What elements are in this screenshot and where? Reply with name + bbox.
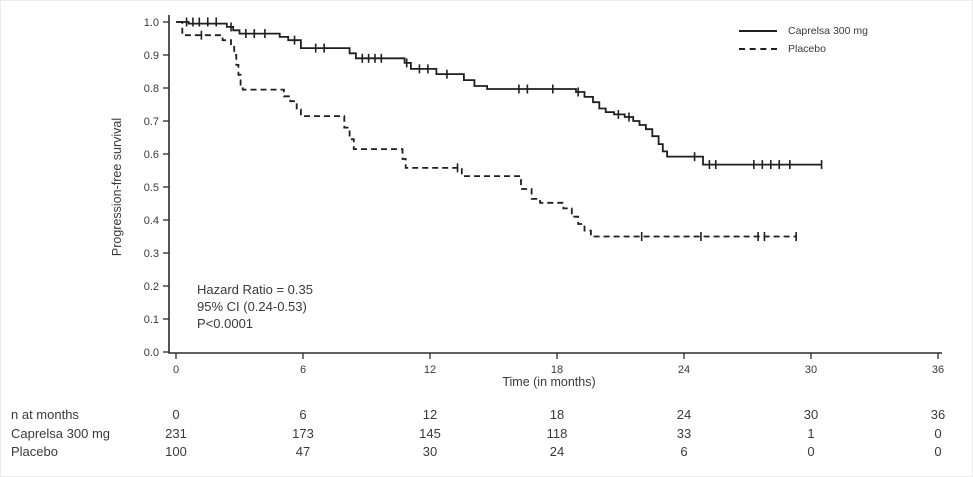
y-tick-label: 0.9 — [144, 50, 159, 62]
y-tick-label: 0.5 — [144, 182, 159, 194]
risk-value-caprelsa: 33 — [676, 426, 692, 441]
p-value-text: P<0.0001 — [197, 316, 254, 331]
risk-value-caprelsa: 231 — [165, 426, 187, 441]
risk-header-value: 12 — [422, 407, 438, 422]
legend-item-placebo: Placebo — [739, 40, 868, 58]
risk-value-caprelsa: 173 — [292, 426, 314, 441]
y-axis-title: Progression-free survival — [110, 117, 124, 257]
y-tick-label: 0.8 — [144, 83, 159, 95]
legend: Caprelsa 300 mg Placebo — [739, 22, 868, 58]
legend-item-caprelsa: Caprelsa 300 mg — [739, 22, 868, 40]
risk-value-placebo: 0 — [934, 444, 942, 459]
legend-label-placebo: Placebo — [788, 43, 826, 55]
curve-caprelsa-300-mg — [176, 21, 822, 166]
risk-header-value: 36 — [930, 407, 946, 422]
curve-placebo — [178, 21, 797, 238]
y-tick-label: 0.7 — [144, 116, 159, 128]
x-tick-label: 24 — [678, 364, 690, 376]
risk-header-value: 6 — [299, 407, 307, 422]
risk-value-placebo: 100 — [165, 444, 187, 459]
x-tick-label: 6 — [300, 364, 306, 376]
risk-header-value: 18 — [549, 407, 565, 422]
x-tick-label: 12 — [424, 364, 436, 376]
hazard-ratio-text: Hazard Ratio = 0.35 — [197, 282, 313, 297]
risk-table-header-label: n at months — [11, 407, 79, 422]
risk-value-caprelsa: 145 — [419, 426, 441, 441]
x-axis-title: Time (in months) — [502, 375, 596, 389]
risk-value-placebo: 6 — [680, 444, 688, 459]
y-tick-label: 0.6 — [144, 149, 159, 161]
risk-value-placebo: 30 — [422, 444, 438, 459]
x-tick-label: 36 — [932, 364, 944, 376]
risk-value-placebo: 47 — [295, 444, 311, 459]
km-plot-area: 0.0 0.1 0.2 0.3 0.4 0.5 0.6 0.7 0.8 0.9 1.0 0 6 12 18 2… — [144, 15, 944, 376]
y-tick-label: 1.0 — [144, 17, 159, 29]
y-tick-label: 0.1 — [144, 314, 159, 326]
risk-header-value: 0 — [172, 407, 180, 422]
confidence-interval-text: 95% CI (0.24-0.53) — [197, 299, 307, 314]
risk-header-value: 24 — [676, 407, 692, 422]
x-tick-label: 18 — [551, 364, 563, 376]
risk-value-caprelsa: 118 — [546, 426, 568, 441]
y-tick-label: 0.4 — [144, 215, 159, 227]
risk-value-placebo: 0 — [807, 444, 815, 459]
y-tick-label: 0.3 — [144, 248, 159, 260]
risk-value-caprelsa: 0 — [934, 426, 942, 441]
x-tick-label: 30 — [805, 364, 817, 376]
y-tick-label: 0.0 — [144, 347, 159, 359]
stats-annotation: Hazard Ratio = 0.35 95% CI (0.24-0.53) P… — [197, 281, 313, 332]
risk-header-value: 30 — [803, 407, 819, 422]
legend-label-caprelsa: Caprelsa 300 mg — [788, 25, 868, 37]
risk-row-label-placebo: Placebo — [11, 444, 58, 459]
risk-value-caprelsa: 1 — [807, 426, 815, 441]
y-tick-label: 0.2 — [144, 281, 159, 293]
x-tick-label: 0 — [173, 364, 179, 376]
risk-value-placebo: 24 — [549, 444, 565, 459]
dashed-line-swatch — [739, 48, 777, 50]
risk-row-label-caprelsa: Caprelsa 300 mg — [11, 426, 110, 441]
solid-line-swatch — [739, 30, 777, 32]
